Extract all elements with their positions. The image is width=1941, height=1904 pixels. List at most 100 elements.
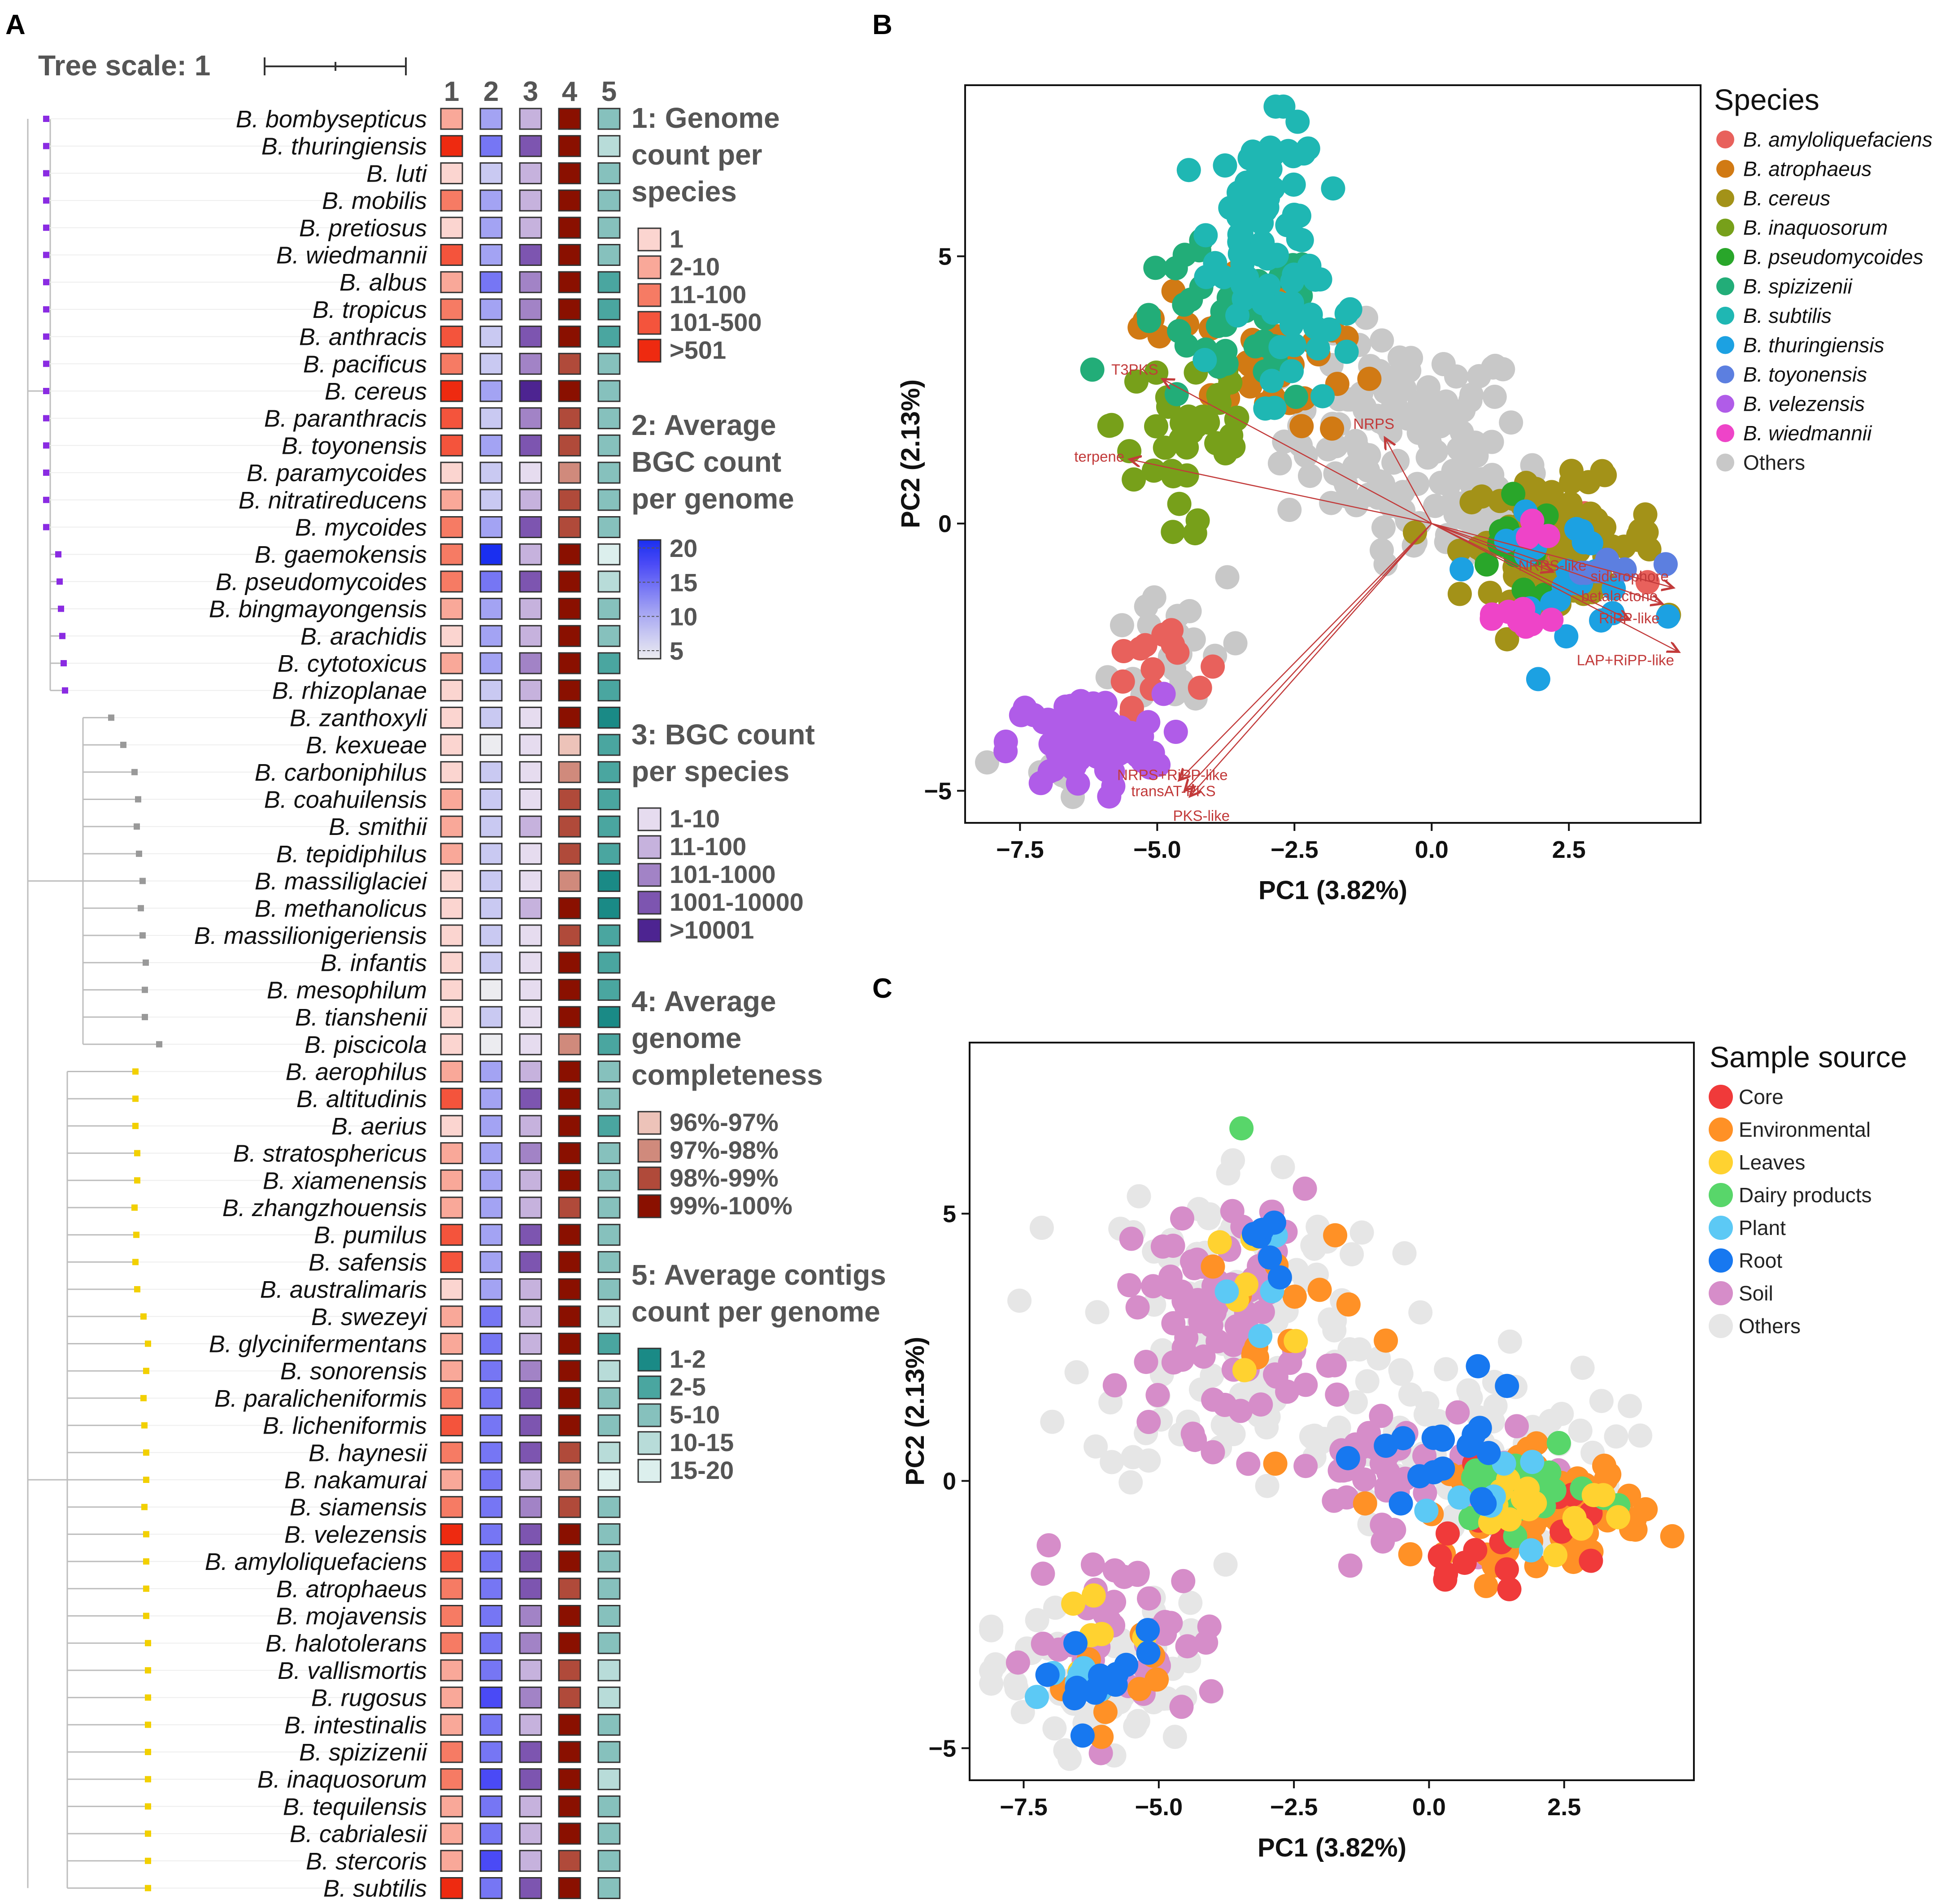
heatmap-cell [519,135,542,157]
heatmap-cell [519,978,542,1001]
data-point [1192,348,1217,372]
heatmap-cell [597,1441,621,1464]
data-point [1494,1557,1519,1582]
heatmap-cell [440,1087,463,1110]
data-point [1180,1421,1205,1446]
data-point [1093,1700,1118,1724]
data-point [1355,1369,1380,1394]
data-point [1218,196,1243,220]
data-point [1474,1574,1498,1598]
data-point [1408,1300,1433,1325]
data-point [1178,1591,1203,1615]
data-point [1466,1354,1490,1378]
species-label: B. anthracis [299,324,427,351]
data-point [1570,1356,1595,1380]
legend-item-label: 5-10 [670,1400,720,1429]
heatmap-cell [440,1115,463,1137]
heatmap-cell [597,1305,621,1328]
heatmap-cell [479,1822,503,1845]
species-row: B. subtilis [145,1875,621,1902]
tree-tip-marker [43,306,49,313]
species-row: B. licheniformis [141,1413,621,1439]
tree-tip-marker [43,415,49,422]
heatmap-cell [597,1659,621,1682]
heatmap-cell [597,271,621,293]
species-row: B. spizizenii [145,1739,621,1766]
data-point [1258,135,1283,160]
species-row: B. gaemokensis [55,541,621,568]
species-row: B. rugosus [145,1685,621,1712]
data-point [1407,409,1432,433]
phylogenetic-tree [27,118,424,1889]
data-point [1336,1292,1361,1317]
legend-item-label: >501 [670,336,726,364]
x-tick-label: −7.5 [1000,1794,1048,1821]
species-label: B. carboniphilus [255,759,427,786]
heatmap-cell [597,543,621,565]
heatmap-cell [479,1687,503,1709]
species-row: B. haynesii [143,1439,621,1466]
tree-tip-marker [143,1613,149,1619]
data-point [1635,570,1660,595]
heatmap-cell [440,761,463,783]
heatmap-cell [558,1496,581,1518]
heatmap-cell [440,189,463,212]
species-row: B. cytotoxicus [61,650,621,677]
heatmap-cell [479,1305,503,1328]
heatmap-cell [479,1061,503,1082]
data-point [1357,366,1382,391]
data-point [1434,1357,1458,1382]
heatmap-cell [597,1360,621,1382]
species-label: B. albus [339,269,427,296]
data-point [1322,1488,1346,1513]
legend-item-label: 2-10 [670,252,720,281]
data-point [1025,1608,1049,1632]
tree-tip-marker [43,197,49,204]
data-point [1628,1423,1653,1448]
data-point [1167,491,1192,516]
heatmap-cell [519,1659,542,1682]
data-point [1284,385,1308,409]
heatmap-cell [558,1659,581,1682]
column-header-5: 5 [601,76,617,107]
species-row: B. xiamenensis [134,1167,621,1194]
species-label: B. amyloliquefaciens [205,1548,427,1575]
species-row: B. piscicola [156,1031,621,1058]
species-label: B. pseudomycoides [216,569,427,596]
data-point [1549,1402,1574,1426]
data-point [1174,333,1199,358]
legend-swatch [637,1403,662,1427]
heatmap-cell [440,217,463,239]
heatmap-cell [479,706,503,729]
data-point [1163,720,1188,744]
legend-item-label: 99%-100% [670,1191,792,1220]
data-point [1459,490,1484,515]
data-point [1170,1348,1195,1372]
legend-5: 5: Average contigs count per genome 1-22-5… [631,1259,886,1484]
data-point [1112,1565,1136,1589]
data-point [1514,614,1538,639]
heatmap-cell [479,162,503,184]
species-row: B. bombysepticus [43,106,621,133]
heatmap-cell [558,1305,581,1328]
tree-tip-marker [55,551,61,558]
heatmap-cell [440,1877,463,1899]
heatmap-cell [558,924,581,947]
series-b-wiedmannii [1480,509,1564,639]
data-point [1306,336,1330,361]
heatmap-cell [597,189,621,212]
heatmap-cell [479,843,503,865]
data-point [1088,1663,1112,1688]
heatmap-cell [479,1768,503,1791]
heatmap-cell [440,843,463,865]
heatmap-cell [479,1795,503,1817]
tree-tip-marker [120,742,126,748]
heatmap-cell [519,1033,542,1056]
data-point [1338,297,1362,322]
legend-swatch [1716,218,1734,237]
tree-tip-marker [43,116,49,122]
x-tick-label: 2.5 [1552,836,1586,863]
species-label: B. subtilis [323,1875,427,1902]
species-row: B. zanthoxyli [108,704,621,731]
